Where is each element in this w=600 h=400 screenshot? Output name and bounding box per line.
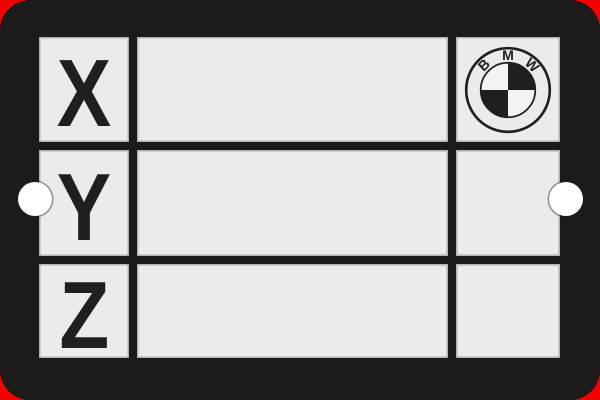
- row-z-value-field: [137, 264, 448, 358]
- data-table: X B M W Y Z: [39, 37, 560, 363]
- row-y-label: Y: [56, 153, 112, 261]
- bmw-logo-quadrant-bottom-left: [480, 89, 508, 117]
- bmw-logo-letter-m: M: [502, 47, 514, 63]
- row-z-label: Z: [59, 261, 109, 369]
- bmw-logo-quadrant-top-right: [508, 62, 536, 90]
- mounting-hole-left: [18, 182, 52, 216]
- row-y-label-cell: Y: [39, 150, 129, 256]
- row-z-extra-cell: [456, 264, 560, 358]
- row-x-logo-cell: B M W: [456, 37, 560, 142]
- row-x-value-field: [137, 37, 448, 142]
- row-x-label-cell: X: [39, 37, 129, 142]
- mounting-hole-right: [549, 182, 583, 216]
- row-y-extra-cell: [456, 150, 560, 256]
- row-y-value-field: [137, 150, 448, 256]
- row-x-label: X: [56, 40, 112, 147]
- row-z-label-cell: Z: [39, 264, 129, 363]
- bmw-roundel-icon: B M W: [464, 46, 552, 133]
